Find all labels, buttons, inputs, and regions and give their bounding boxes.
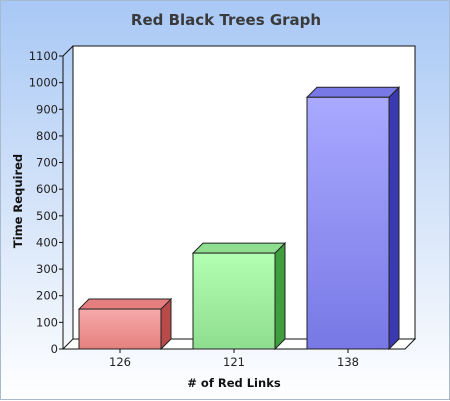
y-axis-ticks: 0 100 200 300 400 500 600 700 800 900 1000 1100 [29, 49, 63, 356]
bar-top [77, 298, 173, 310]
y-tick-label: 1100 [29, 49, 58, 63]
y-axis-title: Time Required [11, 154, 25, 248]
x-tick-label: 138 [337, 355, 359, 369]
bar-126 [77, 297, 173, 351]
x-tick-label: 121 [223, 355, 245, 369]
x-axis-title: # of Red Links [187, 376, 281, 390]
bar-121 [191, 241, 287, 351]
y-tick-label: 300 [36, 262, 58, 276]
bar-front [78, 308, 162, 350]
bar-side [274, 241, 286, 351]
y-tick-label: 700 [36, 156, 58, 170]
bar-138 [305, 86, 401, 351]
y-tick-label: 500 [36, 209, 58, 223]
bar-side [388, 86, 400, 351]
x-axis-ticks: 126 121 138 [109, 349, 359, 369]
y-tick-label: 100 [36, 315, 58, 329]
bars [77, 86, 401, 351]
y-tick-label: 800 [36, 129, 58, 143]
bar-front [306, 96, 390, 350]
y-tick-label: 400 [36, 235, 58, 249]
y-tick-label: 0 [51, 342, 58, 356]
bar-front [192, 252, 276, 350]
bar-top [191, 242, 287, 254]
y-tick-label: 600 [36, 182, 58, 196]
y-tick-label: 200 [36, 289, 58, 303]
y-tick-label: 900 [36, 102, 58, 116]
axis-corner-line [62, 45, 74, 57]
chart-title: Red Black Trees Graph [131, 11, 321, 29]
x-tick-label: 126 [109, 355, 131, 369]
y-tick-label: 1000 [29, 76, 58, 90]
bar-top [305, 86, 401, 98]
